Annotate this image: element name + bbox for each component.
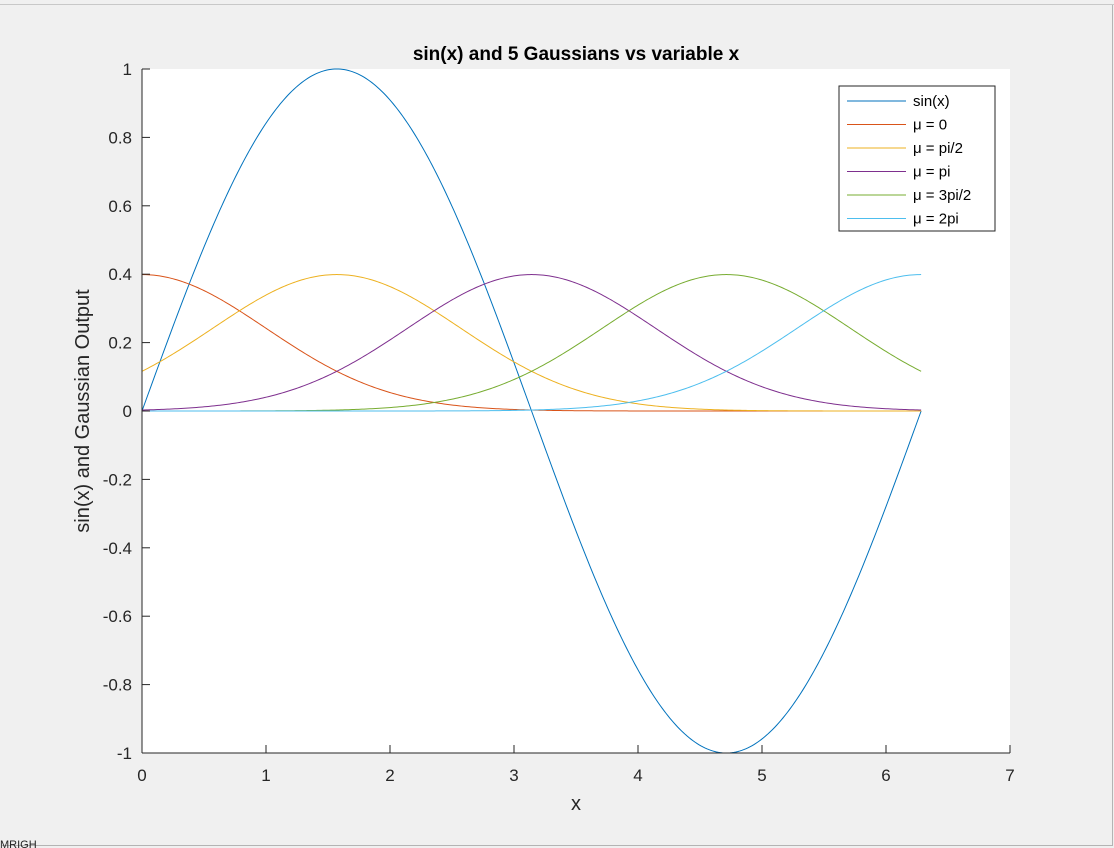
series-group: [141, 68, 922, 754]
x-tick-label: 5: [757, 766, 766, 785]
x-tick-label: 4: [633, 766, 642, 785]
y-axis-label: sin(x) and Gaussian Output: [72, 289, 94, 533]
y-tick-label: -0.4: [103, 539, 132, 558]
legend-label-3: μ = pi: [913, 164, 950, 181]
legend-label-4: μ = 3pi/2: [913, 187, 971, 204]
window-top-edge: [0, 4, 1114, 5]
y-tick-label: 0.6: [108, 197, 132, 216]
x-tick-label: 2: [385, 766, 394, 785]
x-tick-label: 7: [1005, 766, 1014, 785]
legend-label-0: sin(x): [913, 93, 950, 110]
y-tick-label: 0: [123, 402, 132, 421]
series-line-5: [142, 274, 922, 412]
command-window-fragment: MRIGH: [0, 839, 37, 848]
y-tick-label: -0.8: [103, 676, 132, 695]
x-tick-label: 6: [881, 766, 890, 785]
legend-label-2: μ = pi/2: [913, 140, 963, 157]
legend-label-5: μ = 2pi: [913, 211, 959, 228]
tick-group: 0 1 2 3 4 5 6 7 -1 -0.8 -0.6 -0.4 -0.2 0 0.2 0.4 0.6 0.8 1: [103, 60, 1015, 785]
x-tick-label: 0: [137, 766, 146, 785]
y-tick-label: 0.8: [108, 128, 132, 147]
x-tick-label: 1: [261, 766, 270, 785]
series-line-0: [141, 68, 922, 754]
y-tick-label: -1: [117, 744, 132, 763]
x-axis-label: x: [571, 793, 581, 815]
x-tick-label: 3: [509, 766, 518, 785]
legend-label-1: μ = 0: [913, 117, 947, 134]
y-tick-label: -0.2: [103, 470, 132, 489]
y-tick-label: 1: [123, 60, 132, 79]
chart-title: sin(x) and 5 Gaussians vs variable x: [413, 44, 740, 65]
y-tick-label: 0.4: [108, 265, 132, 284]
y-tick-label: -0.6: [103, 607, 132, 626]
y-tick-label: 0.2: [108, 334, 132, 353]
series-line-3: [141, 274, 922, 411]
legend-box: [838, 85, 996, 232]
legend[interactable]: sin(x) μ = 0 μ = pi/2 μ = pi μ = 3pi/2 μ = 2p…: [838, 85, 996, 232]
